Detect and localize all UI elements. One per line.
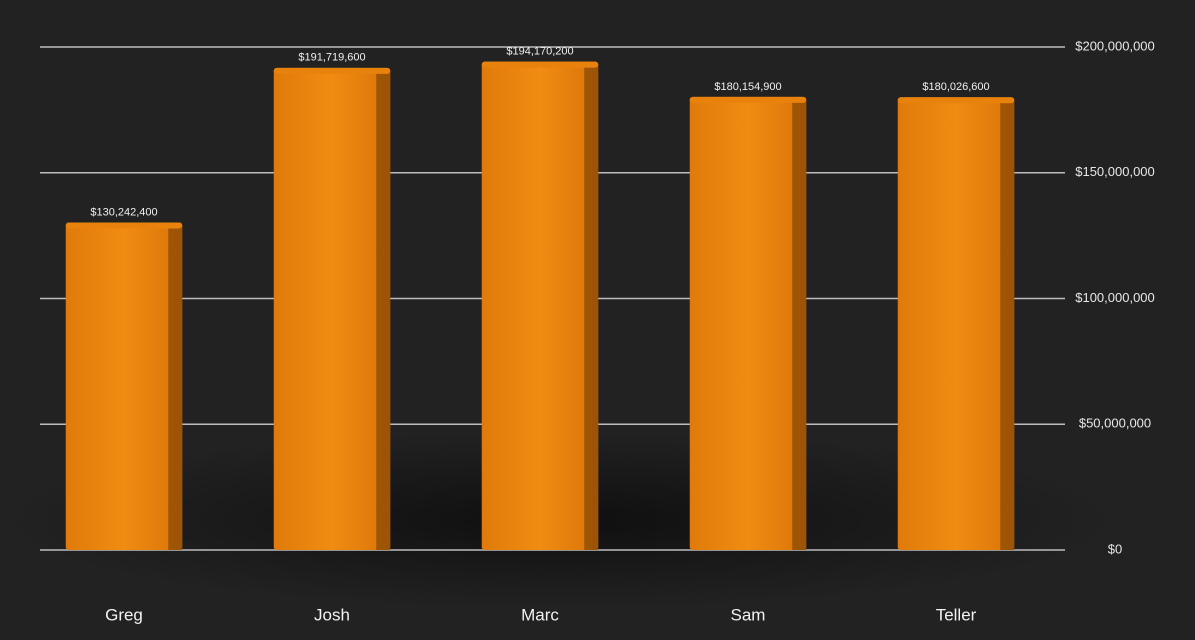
bar-side — [792, 100, 807, 550]
bar-top — [65, 222, 183, 229]
bar — [481, 61, 599, 550]
bar — [273, 67, 391, 551]
bar-side — [584, 65, 599, 550]
x-tick-label: Marc — [521, 605, 559, 624]
y-tick-label: $200,000,000 — [1075, 38, 1155, 53]
value-label: $191,719,600 — [298, 52, 365, 64]
bar — [689, 96, 807, 550]
x-tick-label: Greg — [105, 605, 143, 624]
x-tick-label: Teller — [936, 605, 977, 624]
bar-side — [1000, 101, 1015, 551]
value-label: $194,170,200 — [506, 46, 573, 58]
bar — [65, 222, 183, 550]
x-tick-label: Sam — [731, 605, 766, 624]
bar-top — [481, 61, 599, 68]
bar-top — [689, 96, 807, 103]
y-tick-label: $100,000,000 — [1075, 290, 1155, 305]
y-tick-label: $150,000,000 — [1075, 164, 1155, 179]
value-label: $130,242,400 — [90, 206, 157, 218]
bar-top — [273, 67, 391, 74]
bar-top — [897, 97, 1015, 104]
value-label: $180,026,600 — [922, 81, 989, 93]
y-tick-label: $50,000,000 — [1079, 416, 1151, 431]
bar-side — [376, 71, 391, 551]
bar-side — [168, 226, 183, 550]
value-label: $180,154,900 — [714, 81, 781, 93]
x-tick-label: Josh — [314, 605, 350, 624]
y-tick-label: $0 — [1108, 541, 1122, 556]
bar — [897, 97, 1015, 551]
